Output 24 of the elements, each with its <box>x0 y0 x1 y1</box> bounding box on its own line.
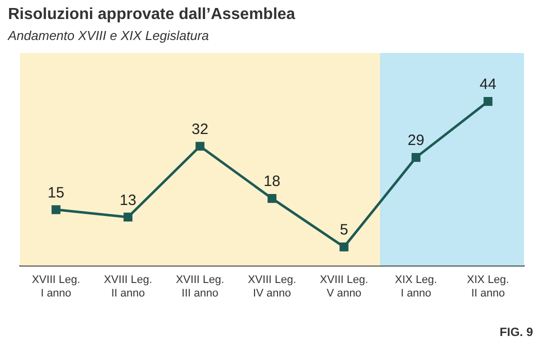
caption: FIG. 9 <box>500 325 533 339</box>
data-label: 13 <box>120 192 136 209</box>
chart-subtitle: Andamento XVIII e XIX Legislatura <box>8 28 209 43</box>
point <box>52 205 60 214</box>
x-tick-label: XIX Leg. II anno <box>466 274 510 300</box>
x-tick-label: XVIII Leg. II anno <box>104 274 152 300</box>
point <box>124 212 132 222</box>
chart-title: Risoluzioni approvate dall’Assemblea <box>8 6 296 24</box>
point <box>412 153 420 162</box>
data-label: 5 <box>340 222 348 239</box>
point <box>268 194 276 203</box>
x-tick-label: XVIII Leg. V anno <box>320 274 368 300</box>
point <box>484 97 492 106</box>
x-tick-label: XIX Leg. I anno <box>394 274 438 300</box>
x-tick-label: XVIII Leg. I anno <box>32 274 80 300</box>
point <box>196 142 204 151</box>
x-tick-label: XVIII Leg. IV anno <box>248 274 296 300</box>
point <box>340 242 348 252</box>
data-label: 29 <box>408 132 424 150</box>
data-label: 18 <box>264 173 280 190</box>
data-label: 15 <box>48 184 64 202</box>
x-tick-label: XVIII Leg. III anno <box>176 274 224 300</box>
data-label: 32 <box>192 120 208 138</box>
data-label: 44 <box>480 76 496 94</box>
